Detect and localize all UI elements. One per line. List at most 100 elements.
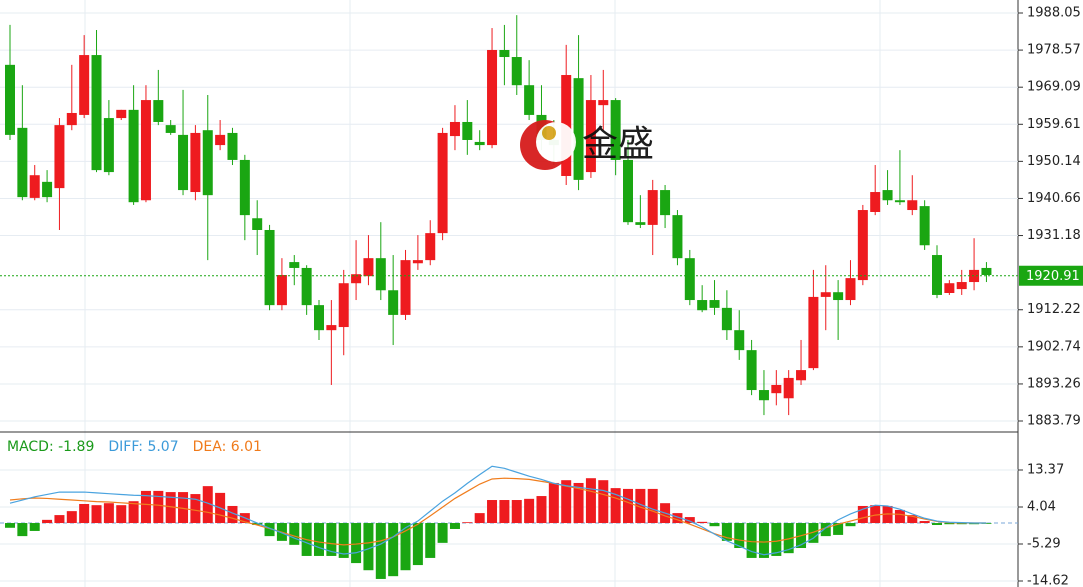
candle-body [351, 274, 362, 284]
macd-bar [499, 500, 510, 524]
macd-bar [833, 523, 844, 535]
candle-body [956, 282, 967, 290]
macd-bar [289, 523, 300, 545]
candle-body [17, 127, 28, 198]
candle-body [796, 370, 807, 381]
macd-bar [165, 492, 176, 524]
macd-bar [42, 519, 53, 524]
candle-body [178, 134, 189, 191]
macd-bar [388, 523, 399, 577]
watermark: 金盛 [520, 120, 654, 170]
macd-bar [153, 490, 164, 524]
candle-body [610, 100, 621, 160]
macd-bar [29, 523, 40, 531]
macd-bar [412, 523, 423, 566]
macd-bar [746, 523, 757, 558]
candle-body [944, 283, 955, 293]
candle-body [487, 49, 498, 146]
macd-bar [140, 490, 151, 524]
candle-body [709, 300, 720, 308]
candle-body [165, 125, 176, 133]
candle-body [919, 206, 930, 246]
macd-bar [944, 523, 955, 525]
macd-bar [474, 513, 485, 524]
candle-body [981, 267, 992, 275]
macd-bar [511, 500, 522, 524]
candle-body [907, 200, 918, 211]
dea-line [9, 477, 987, 546]
macd-bar [314, 523, 324, 556]
macd-bar [178, 492, 189, 524]
macd-bar [808, 523, 819, 543]
macd-bar [610, 488, 621, 524]
candle-body [573, 78, 584, 180]
candle-body [598, 100, 609, 106]
y-tick-label: 1950.14 [1027, 154, 1081, 169]
candle-body [833, 292, 844, 301]
macd-bar [647, 488, 658, 524]
macd-bar [91, 505, 102, 524]
macd-bar [227, 505, 238, 524]
candle-body [128, 109, 139, 203]
candle-body [103, 118, 114, 173]
macd-bar [845, 523, 856, 527]
candle-body [746, 350, 757, 391]
y-tick-label: -5.29 [1027, 537, 1061, 552]
diff-line [9, 465, 987, 556]
candle-body [54, 125, 65, 189]
candle-body [623, 159, 633, 223]
candle-body [870, 192, 881, 212]
macd-bar [66, 511, 77, 524]
macd-bar [932, 523, 942, 526]
candle-body [227, 132, 238, 160]
candle-body [388, 290, 399, 315]
macd-bar [79, 503, 90, 524]
candle-body [783, 377, 794, 399]
logo-cut [536, 122, 576, 162]
candle-body [42, 181, 53, 198]
candle-body [585, 100, 596, 173]
macd-bar [783, 523, 794, 554]
macd-bar [734, 523, 745, 549]
candle-body [425, 233, 436, 261]
y-tick-label: 1912.22 [1027, 302, 1081, 317]
candle-body [474, 141, 485, 146]
macd-bar [5, 523, 15, 528]
macd-bar [672, 513, 683, 524]
macd-bar [363, 523, 374, 571]
macd-bar [202, 486, 213, 524]
y-tick-label: 4.04 [1027, 500, 1056, 515]
legend-label: MACD: -1.89 [7, 439, 94, 455]
candle-body [449, 121, 460, 137]
macd-bar [758, 523, 769, 558]
candle-body [734, 330, 745, 351]
candle-body [660, 190, 671, 216]
last-price-box [1019, 265, 1083, 286]
macd-bar [623, 488, 633, 524]
candle-body [239, 159, 250, 216]
candle-body [326, 325, 337, 331]
macd-bar [375, 523, 386, 579]
last-price-label: 1920.91 [1026, 269, 1080, 284]
macd-bar [252, 523, 263, 526]
macd-bar [536, 496, 547, 524]
y-tick-label: 1978.57 [1027, 43, 1081, 58]
y-tick-label: 1940.66 [1027, 191, 1081, 206]
macd-bar [524, 498, 535, 524]
candle-body [363, 258, 374, 277]
candle-body [524, 85, 535, 115]
macd-bar [425, 523, 436, 558]
macd-bar [351, 523, 362, 564]
candle-body [499, 49, 510, 58]
candle-body [66, 112, 77, 126]
candle-body [140, 100, 151, 201]
macd-bar [709, 523, 720, 527]
macd-bar [697, 521, 708, 524]
macd-bar [54, 515, 65, 524]
macd-bar [17, 523, 28, 537]
macd-bar [116, 505, 127, 524]
candle-body [635, 222, 646, 225]
macd-bar [326, 523, 337, 556]
